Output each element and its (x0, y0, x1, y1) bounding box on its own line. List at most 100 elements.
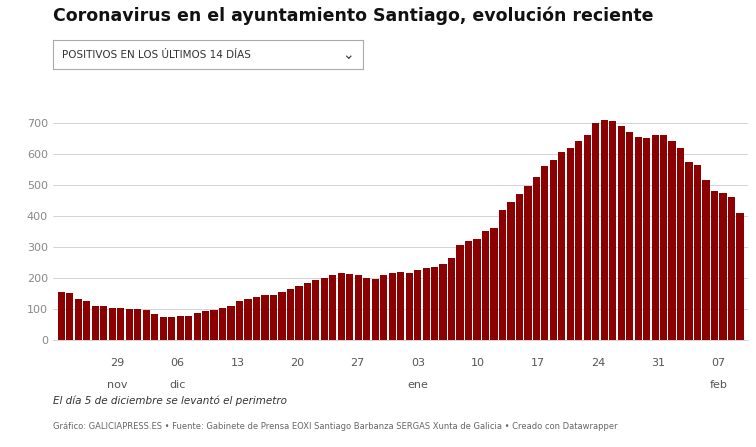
Bar (109, 308, 116, 340)
Bar (278, 292, 286, 340)
Bar (533, 177, 540, 340)
Bar (329, 274, 336, 340)
Text: El día 5 de diciembre se levantó el perimetro: El día 5 de diciembre se levantó el peri… (53, 396, 287, 406)
Bar (465, 240, 472, 340)
Bar (168, 317, 175, 340)
Bar (312, 280, 320, 340)
Text: 06: 06 (170, 358, 184, 367)
Bar (507, 202, 515, 340)
Bar (668, 141, 676, 340)
Text: 24: 24 (591, 358, 606, 367)
Bar (125, 309, 133, 340)
Bar (202, 311, 209, 340)
Bar (423, 269, 429, 340)
Bar (439, 264, 447, 340)
Bar (219, 308, 226, 340)
Bar (584, 135, 591, 340)
Text: 13: 13 (231, 358, 244, 367)
Bar (355, 275, 362, 340)
Text: 27: 27 (351, 358, 365, 367)
Text: 31: 31 (651, 358, 665, 367)
Bar (720, 193, 727, 340)
Bar (389, 273, 396, 340)
Text: 03: 03 (411, 358, 425, 367)
Text: Gráfico: GALICIAPRESS.ES • Fuente: Gabinete de Prensa EOXI Santiago Barbanza SER: Gráfico: GALICIAPRESS.ES • Fuente: Gabin… (53, 422, 618, 431)
Bar (473, 239, 481, 340)
Text: ene: ene (407, 380, 429, 390)
Bar (91, 306, 99, 340)
Bar (643, 138, 650, 340)
Bar (405, 273, 413, 340)
Bar (253, 297, 260, 340)
Text: dic: dic (169, 380, 186, 390)
Bar (686, 161, 692, 340)
Bar (194, 313, 201, 340)
Bar (143, 310, 150, 340)
Bar (482, 231, 489, 340)
Bar (499, 210, 506, 340)
Bar (448, 257, 455, 340)
Bar (516, 194, 523, 340)
Bar (177, 316, 184, 340)
Text: 29: 29 (110, 358, 125, 367)
Text: 17: 17 (531, 358, 545, 367)
Bar (101, 306, 107, 340)
Bar (134, 309, 141, 340)
Bar (660, 135, 668, 340)
Bar (75, 299, 82, 340)
Bar (397, 271, 404, 340)
Bar (652, 135, 658, 340)
Bar (541, 166, 549, 340)
Bar (117, 308, 125, 340)
Bar (83, 301, 91, 340)
Bar (457, 245, 463, 340)
Bar (270, 295, 277, 340)
Text: feb: feb (709, 380, 727, 390)
Bar (567, 148, 574, 340)
Text: ⌄: ⌄ (342, 48, 354, 62)
Bar (244, 299, 252, 340)
Bar (380, 274, 387, 340)
Bar (609, 121, 616, 340)
Bar (67, 293, 73, 340)
Bar (210, 310, 218, 340)
Text: POSITIVOS EN LOS ÚLTIMOS 14 DÍAS: POSITIVOS EN LOS ÚLTIMOS 14 DÍAS (62, 50, 251, 60)
Bar (57, 292, 65, 340)
Bar (575, 141, 582, 340)
Text: 20: 20 (290, 358, 305, 367)
Bar (431, 267, 438, 340)
Bar (550, 160, 557, 340)
Bar (151, 314, 158, 340)
Bar (600, 120, 608, 340)
Bar (228, 306, 234, 340)
Bar (346, 274, 353, 340)
Bar (525, 186, 531, 340)
Text: nov: nov (107, 380, 128, 390)
Bar (338, 273, 345, 340)
Bar (262, 295, 268, 340)
Bar (618, 126, 624, 340)
Bar (287, 289, 294, 340)
Bar (321, 278, 328, 340)
Text: 10: 10 (471, 358, 485, 367)
Bar (694, 164, 701, 340)
Bar (558, 152, 565, 340)
Bar (626, 132, 634, 340)
Bar (363, 278, 370, 340)
Bar (372, 279, 379, 340)
Text: Coronavirus en el ayuntamiento Santiago, evolución reciente: Coronavirus en el ayuntamiento Santiago,… (53, 7, 653, 25)
Bar (160, 317, 167, 340)
Bar (296, 287, 302, 340)
Bar (711, 191, 718, 340)
Bar (677, 148, 684, 340)
Bar (414, 270, 421, 340)
Bar (304, 283, 311, 340)
Bar (236, 301, 243, 340)
Bar (185, 316, 192, 340)
Bar (491, 228, 497, 340)
Bar (592, 123, 600, 340)
Bar (736, 213, 744, 340)
Bar (634, 137, 642, 340)
Bar (702, 180, 710, 340)
Bar (728, 197, 735, 340)
